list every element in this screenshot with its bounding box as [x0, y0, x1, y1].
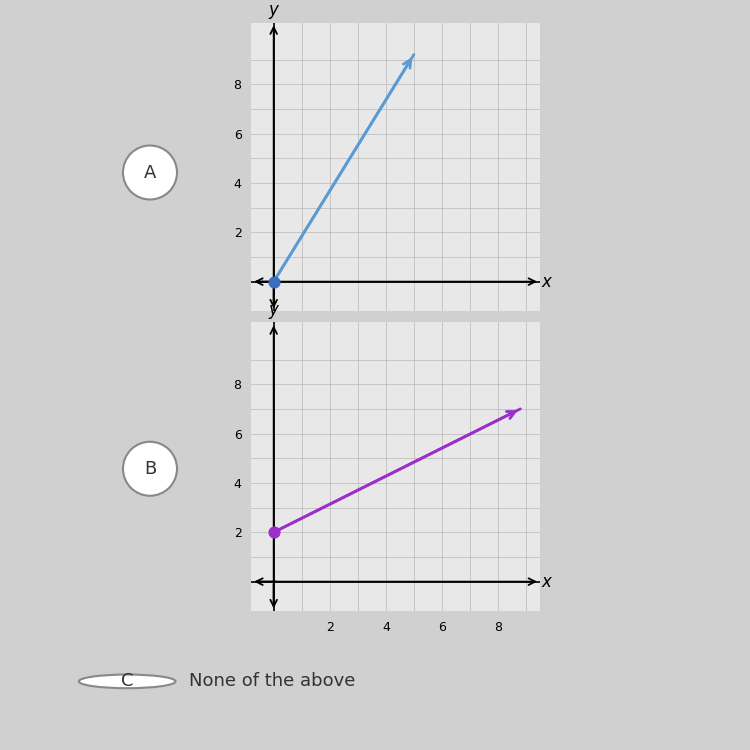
Text: y: y [268, 1, 278, 19]
Text: x: x [542, 273, 551, 291]
Text: A: A [144, 164, 156, 182]
Circle shape [123, 146, 177, 200]
Circle shape [79, 674, 176, 688]
Text: C: C [121, 672, 134, 690]
Text: None of the above: None of the above [189, 672, 356, 690]
Text: y: y [268, 301, 278, 319]
Text: B: B [144, 460, 156, 478]
Point [268, 276, 280, 288]
Point [268, 526, 280, 538]
Text: x: x [542, 573, 551, 591]
Circle shape [123, 442, 177, 496]
